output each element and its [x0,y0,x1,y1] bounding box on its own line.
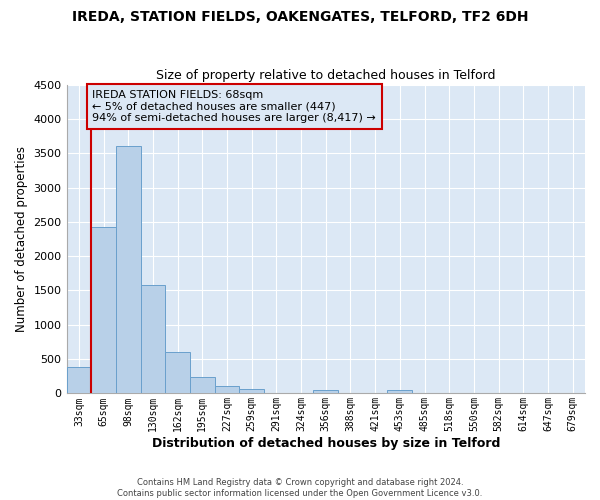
Title: Size of property relative to detached houses in Telford: Size of property relative to detached ho… [156,69,496,82]
Bar [67,368,91,394]
Bar [388,390,412,394]
Text: IREDA, STATION FIELDS, OAKENGATES, TELFORD, TF2 6DH: IREDA, STATION FIELDS, OAKENGATES, TELFO… [72,10,528,24]
X-axis label: Distribution of detached houses by size in Telford: Distribution of detached houses by size … [152,437,500,450]
Bar [313,390,338,394]
Text: Contains HM Land Registry data © Crown copyright and database right 2024.
Contai: Contains HM Land Registry data © Crown c… [118,478,482,498]
Bar [190,377,215,394]
Bar [91,226,116,394]
Bar [165,352,190,394]
Bar [215,386,239,394]
Text: IREDA STATION FIELDS: 68sqm
← 5% of detached houses are smaller (447)
94% of sem: IREDA STATION FIELDS: 68sqm ← 5% of deta… [92,90,376,123]
Bar [140,285,165,394]
Y-axis label: Number of detached properties: Number of detached properties [15,146,28,332]
Bar [116,146,140,394]
Bar [239,390,264,394]
